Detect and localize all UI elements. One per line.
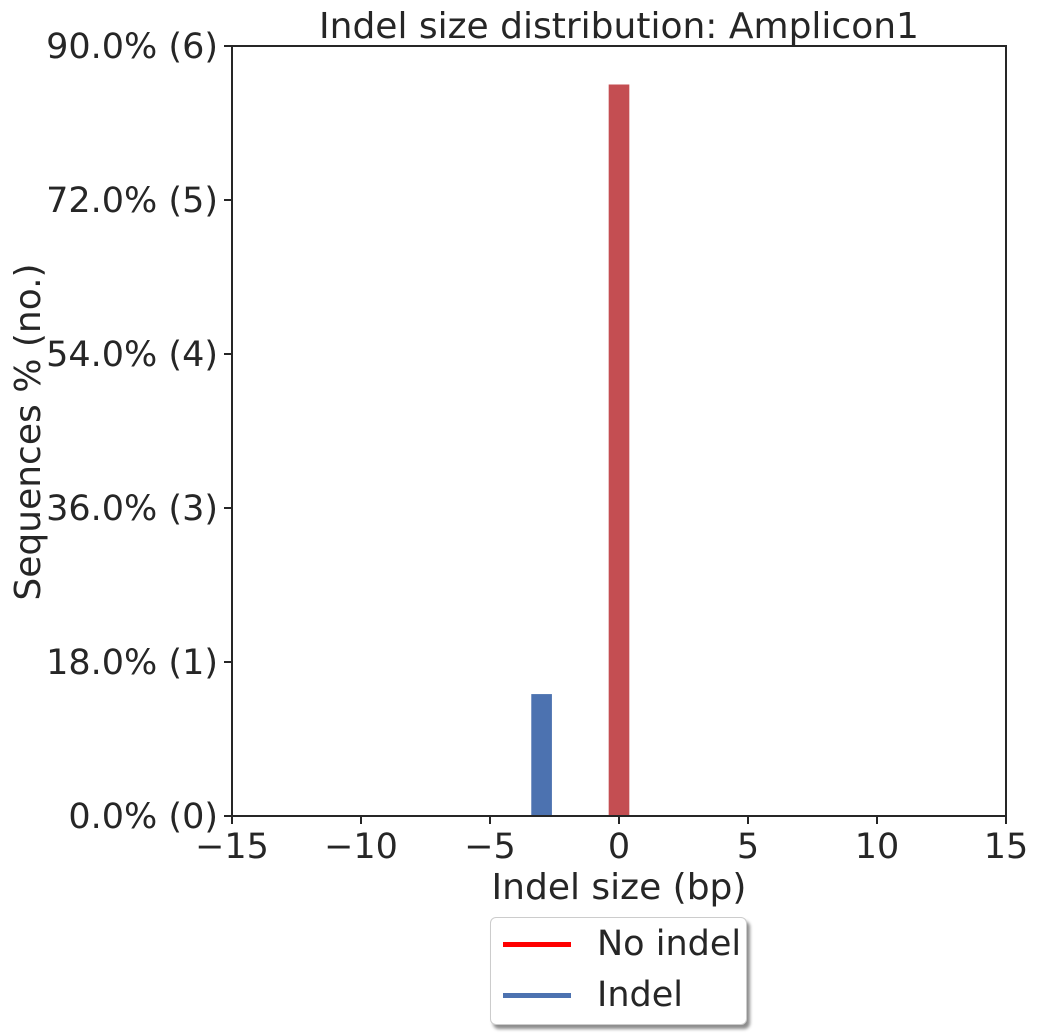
bars-layer <box>531 84 630 816</box>
legend-item-indel: Indel <box>503 975 683 1015</box>
x-axis-label: Indel size (bp) <box>492 867 747 908</box>
y-tick-label: 54.0% (4) <box>46 335 218 375</box>
legend-label-indel: Indel <box>597 974 683 1015</box>
y-tick-label: 18.0% (1) <box>46 643 218 683</box>
x-tick-label: −10 <box>324 827 398 867</box>
legend-swatch-no-indel <box>503 941 571 947</box>
y-tick-label: 36.0% (3) <box>46 489 218 529</box>
x-tick-label: −5 <box>464 827 516 867</box>
y-axis: 0.0% (0) 18.0% (1) 36.0% (3) 54.0% (4) 72.0%… <box>46 27 232 837</box>
y-tick-label: 0.0% (0) <box>68 797 218 837</box>
bar-indel <box>531 694 552 816</box>
legend: No indel Indel <box>490 917 747 1025</box>
y-tick-label: 72.0% (5) <box>46 181 218 221</box>
y-tick-label: 90.0% (6) <box>46 27 218 67</box>
x-tick-label: 15 <box>984 827 1029 867</box>
y-axis-label: Sequences % (no.) <box>8 263 49 600</box>
x-tick-label: 5 <box>737 827 759 867</box>
bar-no-indel <box>608 84 630 816</box>
legend-swatch-indel <box>503 992 571 998</box>
x-tick-label: −15 <box>195 827 269 867</box>
chart-title: Indel size distribution: Amplicon1 <box>319 6 919 47</box>
legend-item-no-indel: No indel <box>503 924 741 964</box>
x-tick-label: 0 <box>608 827 630 867</box>
legend-label-no-indel: No indel <box>597 923 742 964</box>
x-tick-label: 10 <box>855 827 900 867</box>
x-axis: −15 −10 −5 0 5 10 15 <box>195 816 1028 867</box>
